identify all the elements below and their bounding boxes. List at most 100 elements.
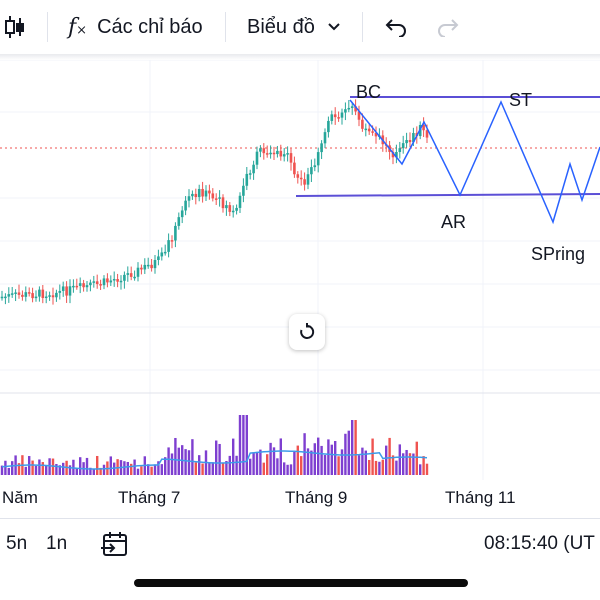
chart-type-button[interactable]: Biểu đồ xyxy=(247,8,341,46)
candle-body xyxy=(82,283,85,288)
volume-bar xyxy=(150,466,153,475)
candle-body xyxy=(265,153,269,155)
volume-bar xyxy=(235,455,238,475)
reset-icon xyxy=(300,323,315,339)
top-toolbar: f× Các chỉ báo Biểu đồ xyxy=(0,0,600,54)
volume-bar xyxy=(68,465,72,475)
candle-body xyxy=(422,125,425,131)
volume-bar xyxy=(102,464,106,475)
candle-body xyxy=(38,289,41,297)
candle-body xyxy=(61,286,65,291)
volume-bar xyxy=(300,456,303,475)
volume-bar xyxy=(337,456,340,475)
volume-bar xyxy=(395,460,398,475)
candle-body xyxy=(146,264,150,267)
volume-bar xyxy=(269,442,272,475)
candle-body xyxy=(163,251,167,254)
candles-group xyxy=(0,99,429,305)
volume-bar xyxy=(211,462,214,475)
volume-bar xyxy=(140,466,143,475)
volume-bar xyxy=(303,433,306,475)
candle-body xyxy=(143,264,147,270)
volume-bar xyxy=(323,455,327,475)
candle-body xyxy=(357,111,361,120)
volume-bar xyxy=(157,461,160,475)
candle-body xyxy=(102,278,106,286)
range-5n-button[interactable]: 5n xyxy=(6,533,28,554)
volume-bar xyxy=(24,466,27,475)
candle-body xyxy=(252,164,255,174)
volume-bar xyxy=(198,455,201,475)
candle-body xyxy=(374,132,378,137)
candle-body xyxy=(235,207,238,211)
volume-bar xyxy=(334,441,337,475)
candle-body xyxy=(279,150,283,157)
candle-body xyxy=(208,190,211,194)
candle-body xyxy=(99,284,102,286)
candle-body xyxy=(337,117,340,119)
volume-bar xyxy=(368,459,371,475)
candle-body xyxy=(106,278,109,283)
candle-body xyxy=(180,210,184,218)
candle-body xyxy=(344,109,347,113)
volume-bar xyxy=(276,458,279,475)
volume-bar xyxy=(347,430,350,475)
candle-body xyxy=(153,260,157,269)
candle-body xyxy=(51,295,55,298)
candle-body xyxy=(293,162,296,175)
candle-body xyxy=(174,225,177,241)
volume-bar xyxy=(221,463,225,475)
candle-body xyxy=(398,148,402,153)
price-chart[interactable]: BC ST AR SPring xyxy=(0,60,600,480)
candle-body xyxy=(299,177,303,180)
candle-body xyxy=(354,106,357,112)
toolbar-shadow xyxy=(0,54,600,60)
volume-bar xyxy=(147,464,150,475)
volume-bar xyxy=(85,457,89,475)
home-indicator xyxy=(134,579,468,587)
volume-bar xyxy=(170,453,174,475)
volume-bar xyxy=(266,454,269,475)
volume-bar xyxy=(58,465,61,475)
reset-chart-button[interactable] xyxy=(289,314,325,350)
candle-body xyxy=(170,240,174,242)
volume-bar xyxy=(92,468,95,475)
undo-button[interactable] xyxy=(384,8,408,46)
candle-body xyxy=(17,292,21,295)
candle-body xyxy=(330,114,334,121)
volume-bar xyxy=(313,443,316,475)
candles-icon[interactable] xyxy=(4,8,28,46)
candle-body xyxy=(425,130,429,138)
volume-bar xyxy=(398,444,401,475)
annotation-spring: SPring xyxy=(531,244,585,264)
calendar-arrow-icon xyxy=(101,532,127,556)
date-range-button[interactable] xyxy=(101,531,129,563)
volume-bar xyxy=(126,461,129,475)
volume-ma-line xyxy=(1,450,428,470)
toolbar-divider xyxy=(362,12,363,42)
candle-body xyxy=(150,264,153,269)
volume-bar xyxy=(310,450,313,475)
candle-body xyxy=(123,274,126,281)
volume-bar xyxy=(75,468,78,475)
volume-bar xyxy=(405,449,408,475)
candle-body xyxy=(412,133,415,143)
volume-bar xyxy=(354,420,357,475)
volume-bar xyxy=(38,459,41,475)
clock-time[interactable]: 08:15:40 (UT xyxy=(484,533,595,554)
candle-body xyxy=(408,140,412,143)
volume-bar xyxy=(174,437,177,475)
candle-body xyxy=(0,296,4,299)
volume-bar xyxy=(34,465,38,475)
x-tick: Tháng 7 xyxy=(118,488,181,507)
volume-bar xyxy=(385,445,388,475)
redo-button[interactable] xyxy=(436,8,460,46)
volume-bar xyxy=(330,444,333,475)
indicators-button[interactable]: f× Các chỉ báo xyxy=(68,8,203,46)
volume-bar xyxy=(245,415,248,475)
annotation-st: ST xyxy=(509,90,532,110)
bottom-bar: 5n 1n 08:15:40 (UT xyxy=(0,518,600,571)
candle-body xyxy=(58,290,62,293)
range-1n-button[interactable]: 1n xyxy=(46,533,68,554)
candle-body xyxy=(340,112,344,118)
